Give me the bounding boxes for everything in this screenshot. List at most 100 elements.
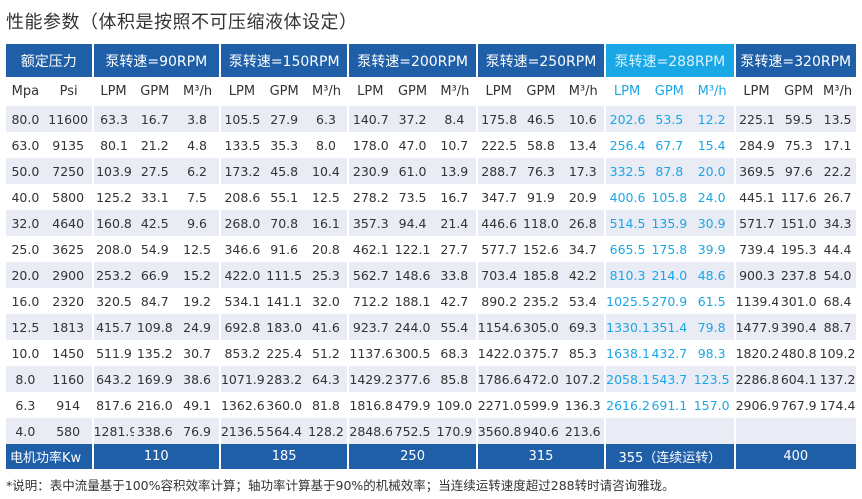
table-cell: 256.4 [604,132,649,158]
table-cell: 6.2 [175,158,220,184]
speed-group-header: 泵转速=288RPM [605,44,736,77]
table-cell: 59.5 [778,106,820,132]
table-cell: 50.0 [6,158,45,184]
unit-header: LPM [219,77,264,106]
table-cell: 225.1 [733,106,779,132]
unit-header: LPM [348,77,393,106]
table-cell: 75.3 [778,132,820,158]
table-cell: 225.4 [263,340,305,366]
table-cell: 21.4 [432,210,477,236]
table-cell: 76.3 [520,158,562,184]
table-cell: 84.7 [134,288,176,314]
table-row: 20.0 2900 253.2 66.9 15.2 422.0 111.5 25.3 562.7… [6,262,856,288]
table-cell: 643.2 [91,366,135,392]
unit-header: Mpa [6,77,45,106]
table-cell: 691.1 [648,392,690,418]
table-cell: 1330.1 [604,314,649,340]
table-cell: 237.8 [778,262,820,288]
table-cell: 320.5 [91,288,135,314]
table-cell: 160.8 [91,210,135,236]
table-cell: 32.0 [6,210,45,236]
rated-pressure-header: 额定压力 [6,44,94,77]
table-cell: 703.4 [475,262,521,288]
table-cell: 923.7 [347,314,393,340]
table-row: 16.0 2320 320.5 84.7 19.2 534.1 141.1 32.0 712.2… [6,288,856,314]
table-cell: 665.5 [604,236,649,262]
unit-header: M³/h [819,77,856,106]
table-cell: 347.7 [475,184,521,210]
table-cell: 79.8 [689,314,735,340]
table-cell: 10.4 [304,158,349,184]
table-cell: 817.6 [91,392,135,418]
motor-power-row: 电机功率Kw 110 185 250 315 355（连续运转） 400 [6,444,856,469]
unit-header: GPM [520,77,562,106]
table-cell: 214.0 [648,262,690,288]
unit-header: GPM [648,77,690,106]
table-cell: 44.4 [819,236,856,262]
table-cell: 16.7 [134,106,176,132]
table-cell: 81.8 [304,392,349,418]
motor-power-value: 400 [734,444,856,469]
table-cell: 54.0 [819,262,856,288]
table-cell: 15.4 [689,132,735,158]
table-cell: 2906.9 [733,392,779,418]
unit-header: M³/h [689,77,735,106]
table-cell: 346.6 [218,236,264,262]
table-cell: 125.2 [91,184,135,210]
table-cell: 20.0 [6,262,45,288]
table-cell: 375.7 [520,340,562,366]
table-cell: 30.7 [175,340,220,366]
table-row: 40.0 5800 125.2 33.1 7.5 208.6 55.1 12.5 278.2 73… [6,184,856,210]
table-cell: 810.3 [604,262,649,288]
table-cell: 45.8 [263,158,305,184]
table-cell: 479.9 [392,392,433,418]
table-cell: 13.9 [432,158,477,184]
table-cell: 1422.0 [475,340,521,366]
table-cell: 55.4 [432,314,477,340]
table-cell: 577.7 [475,236,521,262]
table-cell: 4.0 [6,418,45,444]
table-cell [604,418,649,444]
table-cell [648,418,690,444]
table-cell: 480.8 [778,340,820,366]
table-cell: 2900 [44,262,93,288]
table-cell: 338.6 [134,418,176,444]
table-cell: 739.4 [733,236,779,262]
table-cell: 1137.6 [347,340,393,366]
table-cell: 24.0 [689,184,735,210]
table-cell: 12.5 [304,184,349,210]
table-row: 80.0 11600 63.3 16.7 3.8 105.5 27.9 6.3 140.7 37.… [6,106,856,132]
table-cell: 564.4 [263,418,305,444]
table-cell: 118.0 [520,210,562,236]
table-cell: 109.8 [134,314,176,340]
table-cell: 141.1 [263,288,305,314]
table-cell: 5800 [44,184,93,210]
table-cell: 73.5 [392,184,433,210]
table-cell: 1786.6 [475,366,521,392]
table-cell: 1477.9 [733,314,779,340]
table-cell: 13.4 [561,132,606,158]
table-cell: 107.2 [561,366,606,392]
unit-header: LPM [734,77,779,106]
table-row: 25.0 3625 208.0 54.9 12.5 346.6 91.6 20.8 462.1 1… [6,236,856,262]
table-cell [733,418,779,444]
table-cell: 27.5 [134,158,176,184]
table-cell: 109.0 [432,392,477,418]
table-cell: 76.9 [175,418,220,444]
table-cell: 17.3 [561,158,606,184]
table-cell: 122.1 [392,236,433,262]
table-cell: 301.0 [778,288,820,314]
table-cell: 300.5 [392,340,433,366]
table-cell: 400.6 [604,184,649,210]
table-cell: 270.9 [648,288,690,314]
unit-header: LPM [605,77,649,106]
table-cell: 351.4 [648,314,690,340]
table-cell: 39.9 [689,236,735,262]
table-cell: 61.0 [392,158,433,184]
table-cell: 195.3 [778,236,820,262]
table-row: 50.0 7250 103.9 27.5 6.2 173.2 45.8 10.4 230.9 61… [6,158,856,184]
table-cell: 422.0 [218,262,264,288]
unit-header: GPM [778,77,820,106]
table-cell: 188.1 [392,288,433,314]
motor-power-label: 电机功率Kw [6,444,94,469]
